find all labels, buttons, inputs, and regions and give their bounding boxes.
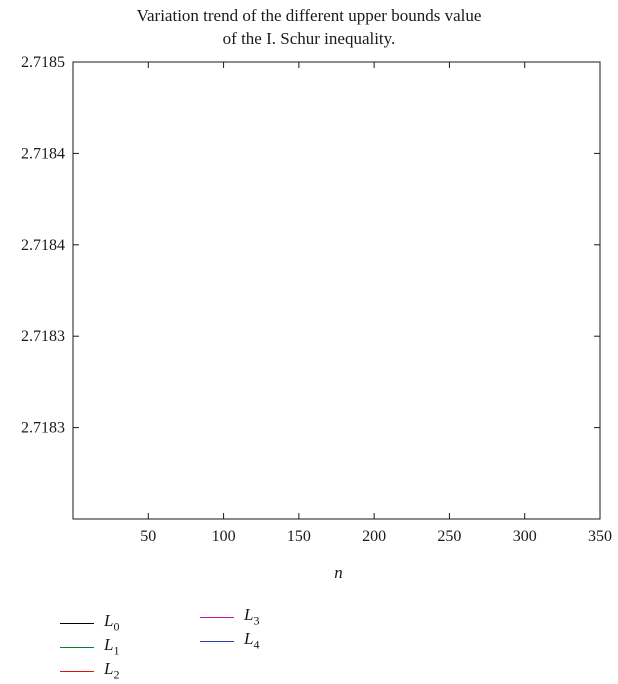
legend-item-l0: L0 xyxy=(60,611,119,634)
legend-item-l3: L3 xyxy=(200,605,259,628)
legend-swatch xyxy=(200,616,234,618)
y-tick-label: 2.7183 xyxy=(21,420,65,437)
legend-label-subscript: 1 xyxy=(113,643,120,658)
series-line-l4 xyxy=(600,0,618,62)
legend-label-subscript: 3 xyxy=(253,613,260,628)
plot-frame xyxy=(72,61,601,520)
legend-label: L3 xyxy=(244,605,259,628)
y-tick-label: 2.7183 xyxy=(21,328,65,345)
x-tick-label: 350 xyxy=(588,528,612,545)
legend-label-letter: L xyxy=(244,605,254,625)
legend-label: L0 xyxy=(104,611,119,634)
legend-swatch xyxy=(60,622,94,624)
x-tick-label: 100 xyxy=(212,528,236,545)
legend-swatch xyxy=(200,640,234,642)
legend-label-letter: L xyxy=(104,659,114,679)
legend-label-letter: L xyxy=(104,635,114,655)
legend-label-subscript: 4 xyxy=(253,637,260,652)
legend-label-letter: L xyxy=(244,629,254,649)
series-line-l2 xyxy=(600,0,618,62)
legend: L0 L1 L2 L3 L4 xyxy=(60,604,320,684)
x-tick-label: 50 xyxy=(140,528,156,545)
y-tick-label: 2.7185 xyxy=(21,54,65,71)
legend-label-subscript: 2 xyxy=(113,667,120,682)
x-tick-label: 250 xyxy=(437,528,461,545)
legend-label: L4 xyxy=(244,629,259,652)
x-tick-label: 300 xyxy=(513,528,537,545)
chart-title-line-2: of the I. Schur inequality. xyxy=(222,29,396,48)
y-tick-label: 2.7184 xyxy=(21,145,65,162)
series-line-l3 xyxy=(600,0,618,62)
legend-item-l4: L4 xyxy=(200,629,259,652)
legend-label-subscript: 0 xyxy=(113,619,120,634)
series-line-l0 xyxy=(600,0,618,62)
legend-swatch xyxy=(60,670,94,672)
legend-swatch xyxy=(60,646,94,648)
axis-ticks: 50 100 150 200 250 300 350 2.7183 2.7183 2.7184 2.… xyxy=(21,54,612,545)
legend-label-letter: L xyxy=(104,611,114,631)
legend-item-l1: L1 xyxy=(60,635,119,658)
legend-label: L1 xyxy=(104,635,119,658)
legend-label: L2 xyxy=(104,659,119,682)
x-axis-label: n xyxy=(334,563,343,582)
chart-plot: 50 100 150 200 250 300 350 2.7183 2.7183 2.7184 2.… xyxy=(21,0,618,582)
x-tick-label: 150 xyxy=(287,528,311,545)
chart-title: Variation trend of the different upper b… xyxy=(0,4,618,50)
chart-title-line-1: Variation trend of the different upper b… xyxy=(136,6,482,25)
series-line-l1 xyxy=(600,0,618,62)
x-tick-label: 200 xyxy=(362,528,386,545)
legend-item-l2: L2 xyxy=(60,659,119,682)
y-tick-label: 2.7184 xyxy=(21,237,65,254)
series-lines xyxy=(600,0,618,62)
